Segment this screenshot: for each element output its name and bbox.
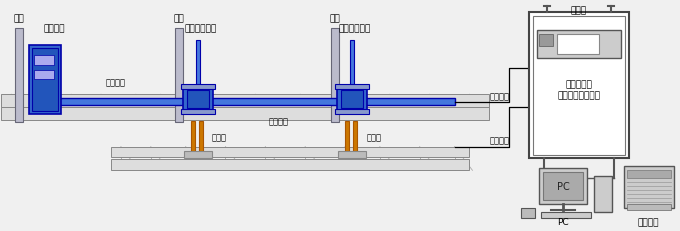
Bar bbox=[111, 147, 469, 158]
Bar bbox=[539, 169, 587, 204]
Bar bbox=[190, 122, 194, 153]
Text: プリンタ: プリンタ bbox=[638, 217, 660, 226]
Text: ケーブル: ケーブル bbox=[490, 92, 509, 101]
Text: 水盛式沈下計: 水盛式沈下計 bbox=[339, 24, 371, 33]
Bar bbox=[175, 29, 183, 122]
Bar bbox=[1, 108, 490, 120]
Text: 傾斜計: 傾斜計 bbox=[367, 133, 381, 142]
Bar bbox=[533, 17, 625, 155]
Bar bbox=[1, 95, 490, 108]
Bar bbox=[34, 55, 54, 65]
Bar bbox=[627, 204, 670, 210]
Bar bbox=[196, 41, 199, 105]
Bar bbox=[627, 170, 670, 179]
Text: 基準水槽: 基準水槽 bbox=[44, 24, 65, 33]
Text: ケーブル: ケーブル bbox=[490, 136, 509, 145]
Text: 水盛式沈下計: 水盛式沈下計 bbox=[184, 24, 217, 33]
Bar bbox=[184, 151, 211, 159]
Text: 傾斜計: 傾斜計 bbox=[212, 133, 227, 142]
Text: 格納庫: 格納庫 bbox=[571, 7, 587, 16]
Bar bbox=[337, 88, 367, 112]
Bar bbox=[624, 167, 674, 208]
Text: PC: PC bbox=[557, 181, 569, 191]
Text: 連通水管: 連通水管 bbox=[268, 117, 288, 126]
Bar bbox=[353, 122, 357, 153]
Bar bbox=[539, 35, 553, 47]
Text: 連通水管: 連通水管 bbox=[106, 78, 126, 87]
Bar bbox=[36, 99, 454, 106]
Bar bbox=[181, 85, 214, 90]
Bar bbox=[594, 176, 612, 212]
Text: 橋脚: 橋脚 bbox=[14, 15, 24, 24]
Bar bbox=[183, 88, 213, 112]
Bar bbox=[537, 31, 621, 58]
Text: ログマスタ
（データロガー）: ログマスタ （データロガー） bbox=[558, 80, 600, 99]
Bar bbox=[557, 35, 599, 55]
Bar bbox=[186, 91, 209, 109]
Bar bbox=[181, 109, 214, 115]
Bar bbox=[331, 29, 339, 122]
Bar bbox=[16, 29, 23, 122]
Bar bbox=[34, 70, 54, 80]
Bar bbox=[529, 13, 629, 159]
Text: 橋脚: 橋脚 bbox=[330, 15, 341, 24]
Bar bbox=[338, 151, 366, 159]
Bar bbox=[541, 212, 591, 218]
Text: PC: PC bbox=[558, 217, 569, 226]
Bar bbox=[335, 109, 369, 115]
Bar bbox=[199, 122, 203, 153]
Bar bbox=[350, 41, 354, 105]
Bar bbox=[522, 208, 535, 218]
Bar bbox=[32, 49, 58, 112]
Text: 橋脚: 橋脚 bbox=[173, 15, 184, 24]
Bar bbox=[345, 122, 349, 153]
Bar bbox=[29, 46, 61, 115]
Bar bbox=[341, 91, 363, 109]
Bar bbox=[335, 85, 369, 90]
Bar bbox=[111, 160, 469, 170]
Bar bbox=[543, 173, 583, 200]
